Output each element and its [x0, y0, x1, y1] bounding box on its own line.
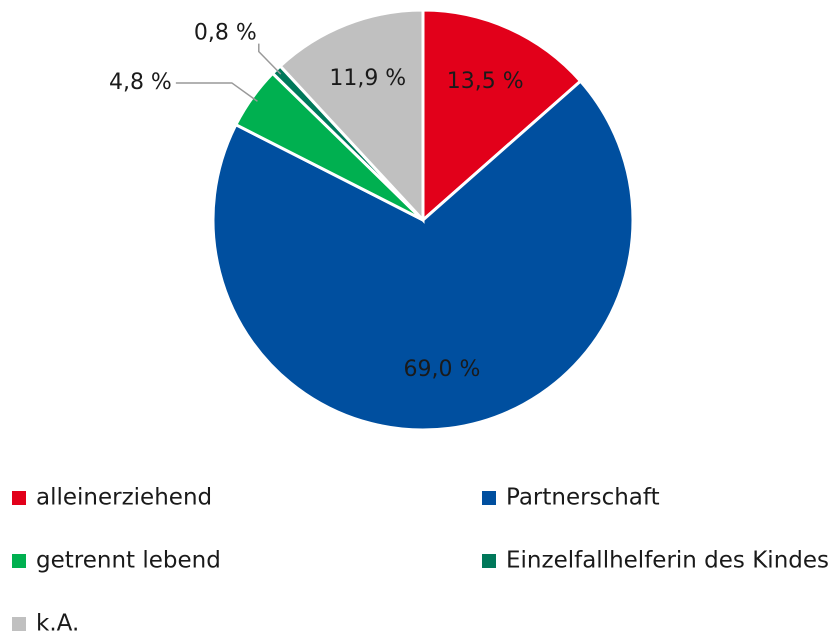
leader-line: [258, 43, 282, 75]
pie-slice: [421, 8, 583, 224]
data-label: 4,8 %: [109, 70, 172, 95]
legend-swatch: [12, 617, 26, 631]
legend-label: Einzelfallhelferin des Kindes: [506, 548, 829, 574]
legend-swatch: [12, 554, 26, 568]
data-label: 11,9 %: [329, 66, 406, 91]
legend-label: Partnerschaft: [506, 485, 660, 511]
pie-slice: [278, 8, 425, 224]
legend-swatch: [482, 491, 496, 505]
leader-line: [175, 82, 258, 102]
legend-swatch: [482, 554, 496, 568]
legend-label: alleinerziehend: [36, 485, 212, 511]
data-label: 69,0 %: [404, 357, 481, 382]
legend-swatch: [12, 491, 26, 505]
pie-slice: [211, 79, 635, 432]
legend-label: getrennt lebend: [36, 548, 221, 574]
data-label: 13,5 %: [447, 69, 524, 94]
legend-label: k.A.: [36, 611, 79, 637]
data-label: 0,8 %: [194, 21, 257, 46]
